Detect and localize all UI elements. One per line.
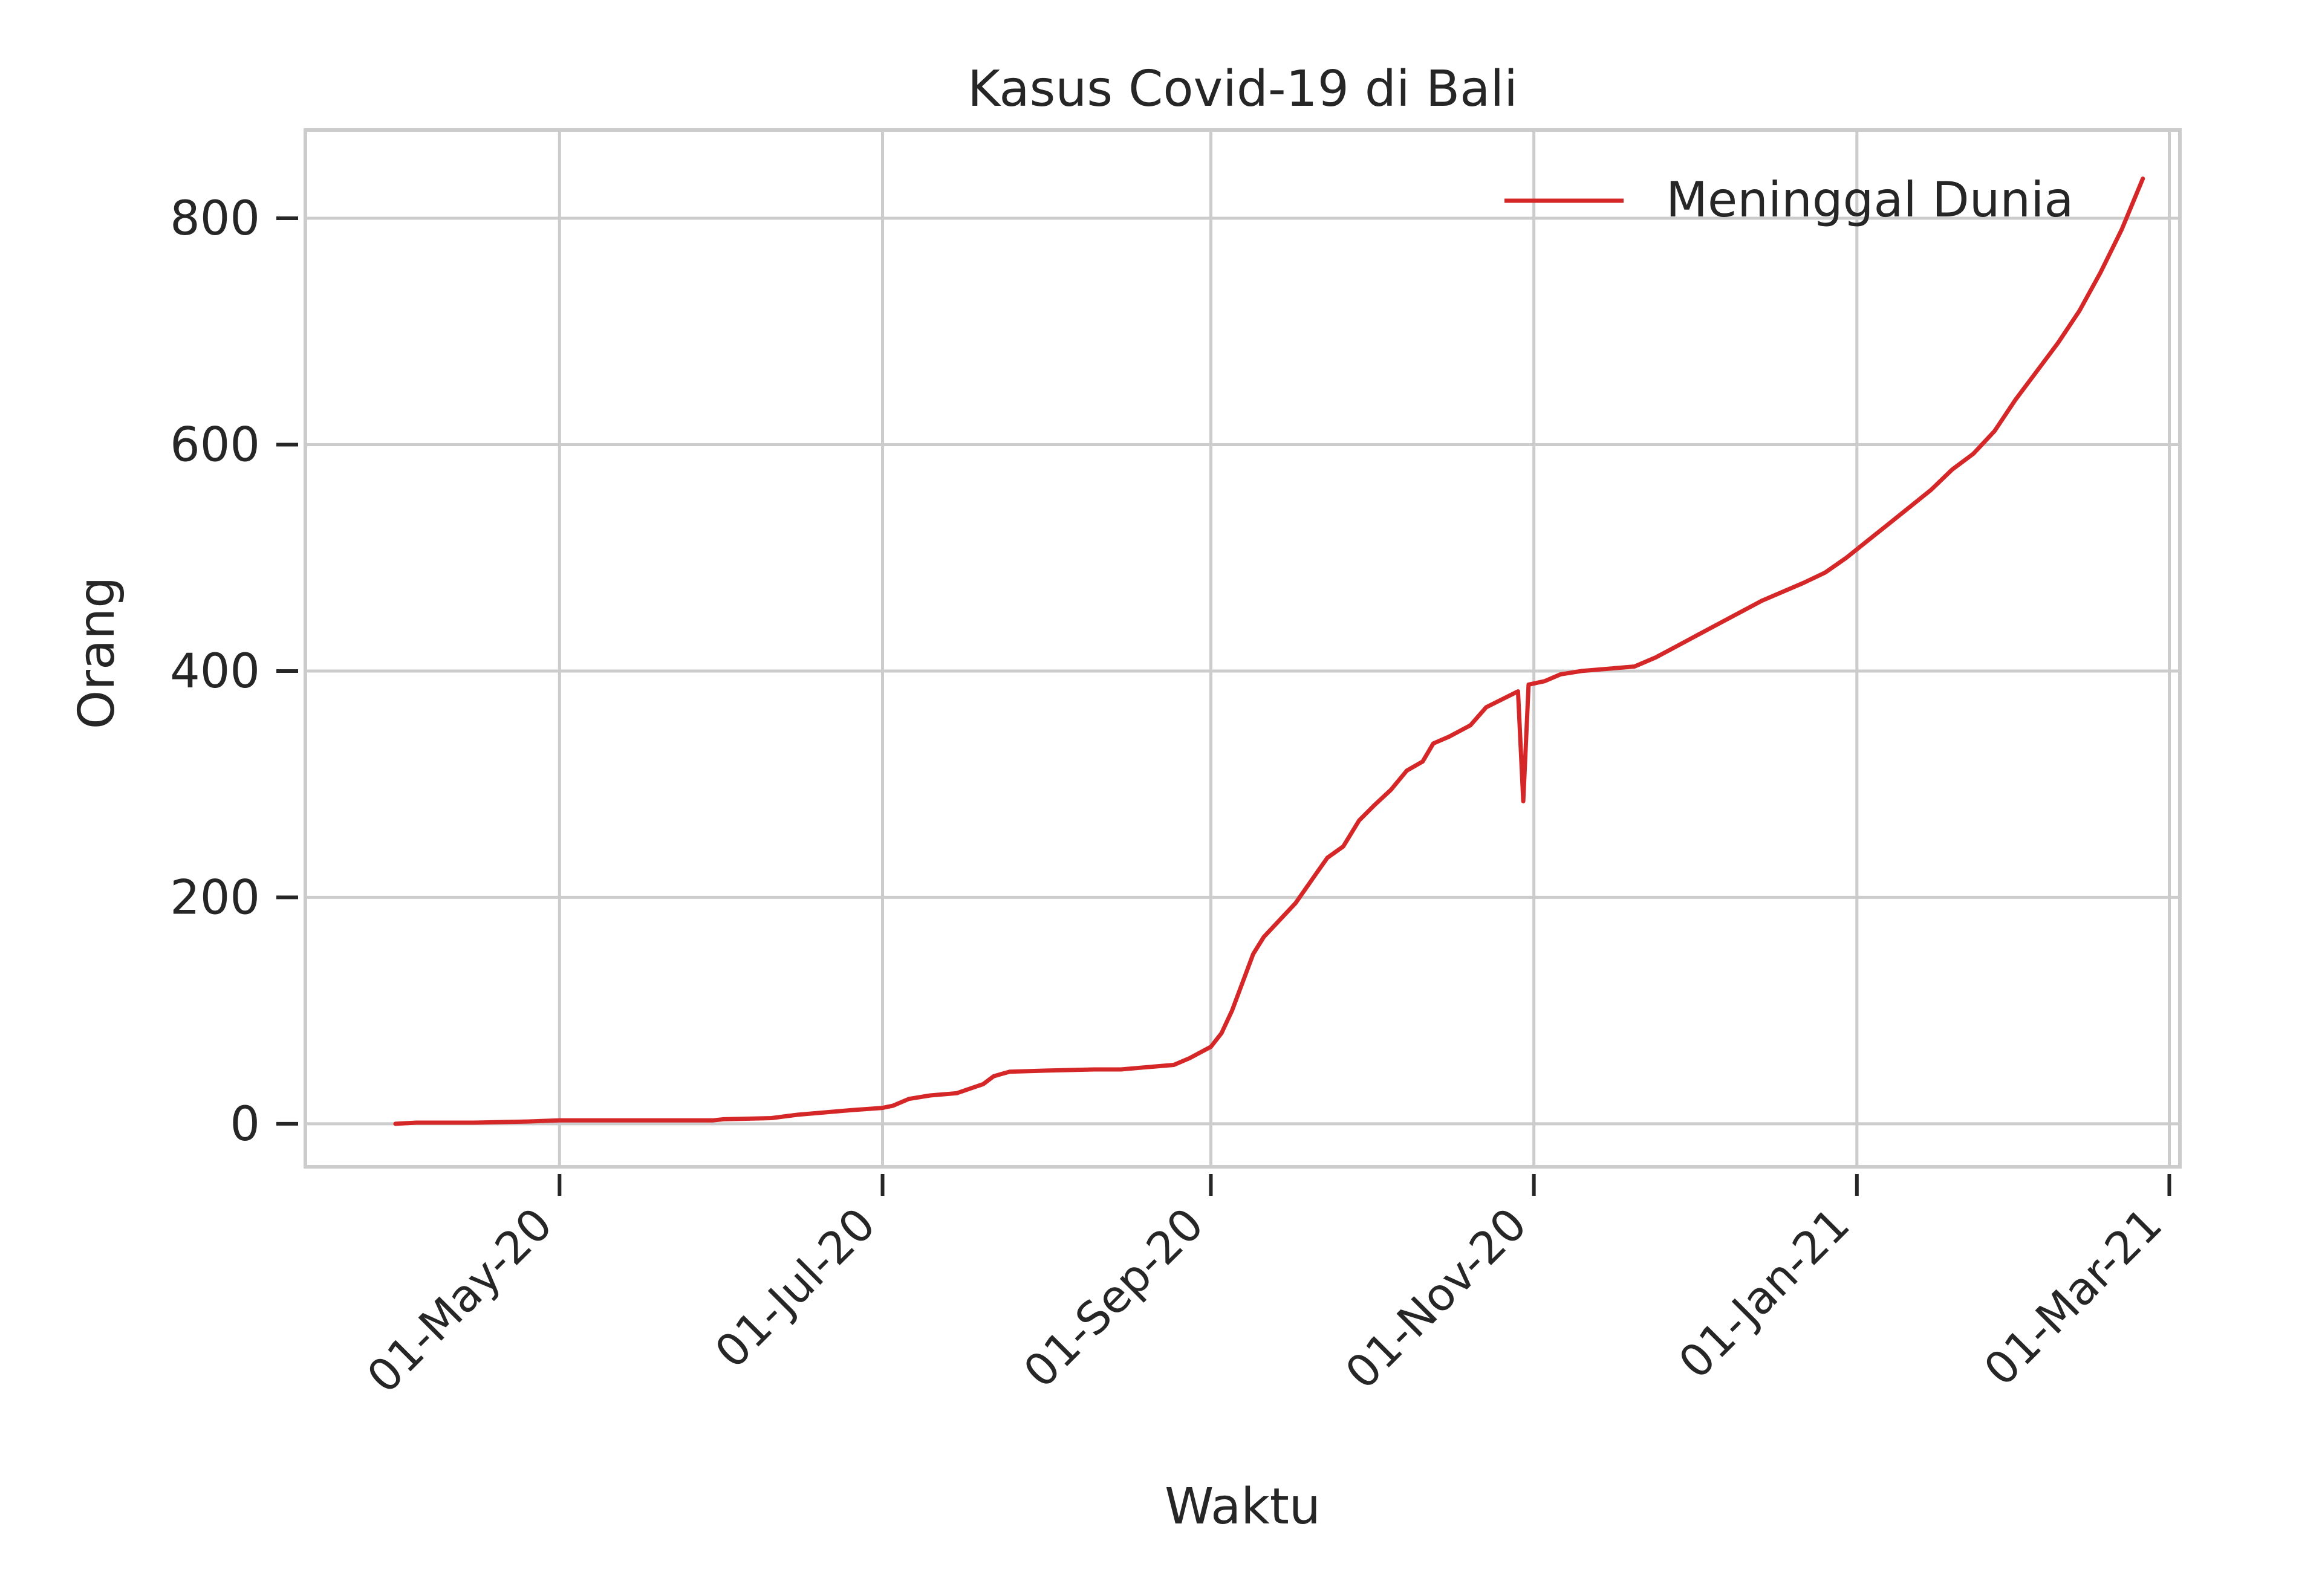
legend-label-meninggal-dunia: Meninggal Dunia <box>1666 172 2073 228</box>
chart-title: Kasus Covid-19 di Bali <box>968 60 1518 118</box>
x-axis-ticks: 01-May-20 01-Jul-20 01-Sep-20 01-Nov-20 01-J… <box>357 1174 2172 1403</box>
y-tick-label: 600 <box>170 418 260 472</box>
x-tick-label: 01-Jul-20 <box>705 1198 885 1378</box>
x-tick-label: 01-Mar-21 <box>1974 1198 2172 1396</box>
y-axis-ticks: 0 200 400 600 800 <box>170 192 298 1152</box>
series-line-meninggal-dunia <box>393 177 2145 1126</box>
y-tick-label: 400 <box>170 644 260 699</box>
y-axis-label: Orang <box>68 577 126 730</box>
x-tick-label: 01-Jan-21 <box>1669 1198 1859 1389</box>
x-tick-label: 01-May-20 <box>357 1198 562 1403</box>
y-tick-label: 800 <box>170 192 260 246</box>
grid-lines <box>305 130 2180 1167</box>
y-tick-label: 0 <box>230 1097 260 1152</box>
plot-frame <box>304 128 2182 1169</box>
x-axis-label: Waktu <box>1165 1478 1321 1536</box>
y-tick-label: 200 <box>170 871 260 925</box>
legend: Meninggal Dunia <box>1504 172 2073 228</box>
x-tick-label: 01-Sep-20 <box>1014 1198 1214 1398</box>
x-tick-label: 01-Nov-20 <box>1336 1198 1537 1399</box>
series-layer <box>393 177 2145 1126</box>
